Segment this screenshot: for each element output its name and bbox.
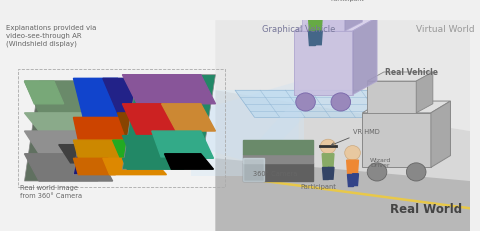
Polygon shape (24, 131, 113, 154)
Polygon shape (103, 79, 167, 113)
Polygon shape (362, 113, 431, 168)
Circle shape (307, 1, 324, 18)
Text: VR HMD: VR HMD (332, 128, 379, 146)
Circle shape (407, 163, 426, 181)
Polygon shape (235, 91, 431, 118)
Circle shape (345, 146, 360, 160)
Text: 360° Camera: 360° Camera (252, 171, 297, 177)
Text: Explanations provided via
video-see-through AR
(Windshield display): Explanations provided via video-see-thro… (6, 25, 96, 47)
Polygon shape (322, 154, 334, 168)
Polygon shape (301, 0, 345, 32)
Text: Participant: Participant (330, 0, 364, 2)
Polygon shape (367, 73, 433, 82)
Polygon shape (73, 79, 127, 118)
Polygon shape (416, 73, 433, 113)
Text: Real Vehicle: Real Vehicle (385, 68, 438, 77)
Text: Virtual World: Virtual World (416, 25, 475, 34)
Polygon shape (294, 18, 377, 32)
Polygon shape (73, 79, 167, 175)
Polygon shape (352, 18, 377, 95)
Circle shape (367, 163, 387, 181)
Polygon shape (113, 140, 167, 163)
Polygon shape (431, 102, 450, 168)
Polygon shape (24, 82, 64, 104)
Polygon shape (352, 174, 359, 186)
Polygon shape (362, 102, 450, 113)
Circle shape (320, 140, 336, 154)
Polygon shape (367, 82, 416, 113)
Circle shape (331, 94, 350, 112)
Polygon shape (191, 91, 303, 177)
Polygon shape (189, 82, 299, 177)
Polygon shape (152, 131, 214, 159)
Polygon shape (294, 32, 352, 95)
Polygon shape (243, 154, 313, 163)
Text: Participant: Participant (300, 183, 336, 189)
Polygon shape (216, 91, 470, 231)
Polygon shape (345, 0, 362, 32)
Polygon shape (243, 91, 303, 181)
Polygon shape (309, 18, 322, 32)
Polygon shape (243, 163, 313, 181)
Polygon shape (216, 159, 470, 231)
Polygon shape (243, 159, 264, 181)
Polygon shape (0, 21, 216, 231)
Polygon shape (165, 154, 214, 170)
Polygon shape (347, 174, 352, 186)
Polygon shape (73, 159, 116, 175)
Polygon shape (322, 168, 328, 179)
Polygon shape (307, 7, 324, 12)
Polygon shape (347, 160, 359, 174)
Polygon shape (118, 113, 165, 140)
Polygon shape (162, 104, 216, 131)
Polygon shape (243, 140, 313, 181)
Text: Wizard
Driver: Wizard Driver (370, 157, 392, 168)
Polygon shape (243, 140, 313, 154)
Polygon shape (328, 168, 334, 179)
Polygon shape (24, 113, 113, 131)
Polygon shape (122, 104, 181, 136)
Polygon shape (24, 82, 113, 181)
Polygon shape (59, 145, 88, 163)
Polygon shape (122, 159, 184, 170)
Polygon shape (216, 21, 470, 131)
Polygon shape (122, 75, 216, 104)
Polygon shape (24, 154, 113, 181)
Polygon shape (309, 32, 315, 46)
Polygon shape (122, 136, 176, 159)
Polygon shape (24, 82, 113, 113)
Polygon shape (73, 140, 132, 159)
Text: Real world image
from 360° Camera: Real world image from 360° Camera (20, 184, 82, 198)
Text: Graphical Vehicle: Graphical Vehicle (262, 25, 336, 34)
Polygon shape (73, 118, 137, 140)
Polygon shape (315, 32, 322, 46)
Text: Real World: Real World (390, 202, 462, 215)
Circle shape (296, 94, 315, 112)
Polygon shape (122, 75, 216, 170)
Polygon shape (103, 159, 167, 175)
